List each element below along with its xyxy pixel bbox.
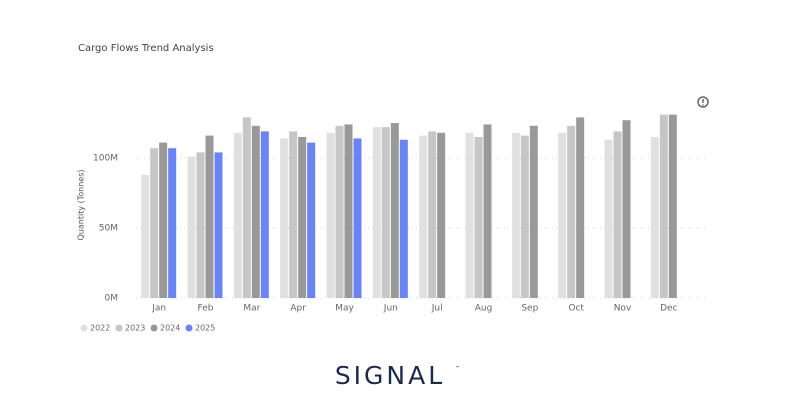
x-tick-label: Apr <box>290 304 306 314</box>
x-tick-label: Dec <box>660 304 677 314</box>
brand-trademark: ™ <box>455 366 460 372</box>
bar <box>622 120 631 298</box>
bar <box>576 117 585 299</box>
bar <box>280 138 289 298</box>
bar <box>668 114 677 298</box>
bar <box>511 132 520 298</box>
bar <box>419 135 428 298</box>
info-circle <box>697 96 709 108</box>
bar <box>196 152 205 298</box>
bar <box>168 148 177 298</box>
legend-marker <box>115 324 123 332</box>
info-icon[interactable] <box>697 96 709 108</box>
y-tick-label: 50M <box>99 224 118 234</box>
bar <box>650 137 659 298</box>
bar <box>659 114 668 298</box>
bar <box>483 124 492 299</box>
legend-label: 2022 <box>90 324 110 333</box>
legend-label: 2025 <box>195 324 215 333</box>
chart-title: Cargo Flows Trend Analysis <box>78 43 214 54</box>
bar <box>381 127 390 298</box>
bar <box>335 125 344 298</box>
bar <box>604 139 613 298</box>
x-tick-label: Mar <box>243 304 260 314</box>
bar <box>150 148 159 298</box>
bar <box>520 135 529 298</box>
bar <box>474 137 483 298</box>
bar <box>205 135 214 298</box>
bar <box>326 132 335 298</box>
legend-label: 2024 <box>160 324 180 333</box>
bar <box>353 138 362 298</box>
bar <box>233 132 242 298</box>
bar <box>390 123 399 298</box>
bar <box>307 142 316 298</box>
legend-marker <box>150 324 158 332</box>
legend-label: 2023 <box>125 324 145 333</box>
x-tick-label: Oct <box>568 304 584 314</box>
bar <box>558 132 567 298</box>
bar <box>260 131 269 298</box>
bar <box>428 131 437 298</box>
bar <box>529 125 538 298</box>
bar <box>437 132 446 298</box>
bar <box>298 137 307 298</box>
bar <box>251 125 260 298</box>
bar <box>159 142 168 298</box>
x-tick-label: Jan <box>151 304 166 314</box>
bar <box>289 131 298 298</box>
info-dot <box>702 104 704 106</box>
legend-marker <box>80 324 88 332</box>
bar <box>567 125 576 298</box>
legend-marker <box>185 324 193 332</box>
x-tick-label: Aug <box>475 304 493 314</box>
bar <box>399 139 408 298</box>
bar <box>465 132 474 298</box>
brand-logo: SIGNAL <box>335 361 445 390</box>
bar <box>344 124 353 299</box>
bar <box>242 117 251 299</box>
y-tick-label: 100M <box>93 154 118 164</box>
x-tick-label: Feb <box>198 304 214 314</box>
y-axis-title: Quantity (Tonnes) <box>77 169 86 240</box>
bar <box>372 127 381 298</box>
x-tick-label: Sep <box>521 304 538 314</box>
x-tick-label: May <box>335 304 354 314</box>
bar <box>214 152 223 298</box>
bar <box>613 131 622 298</box>
y-tick-label: 0M <box>105 294 119 304</box>
x-tick-label: Jun <box>383 304 398 314</box>
x-tick-label: Jul <box>431 304 443 314</box>
bar <box>187 156 196 298</box>
bar <box>141 174 150 298</box>
x-tick-label: Nov <box>614 304 632 314</box>
